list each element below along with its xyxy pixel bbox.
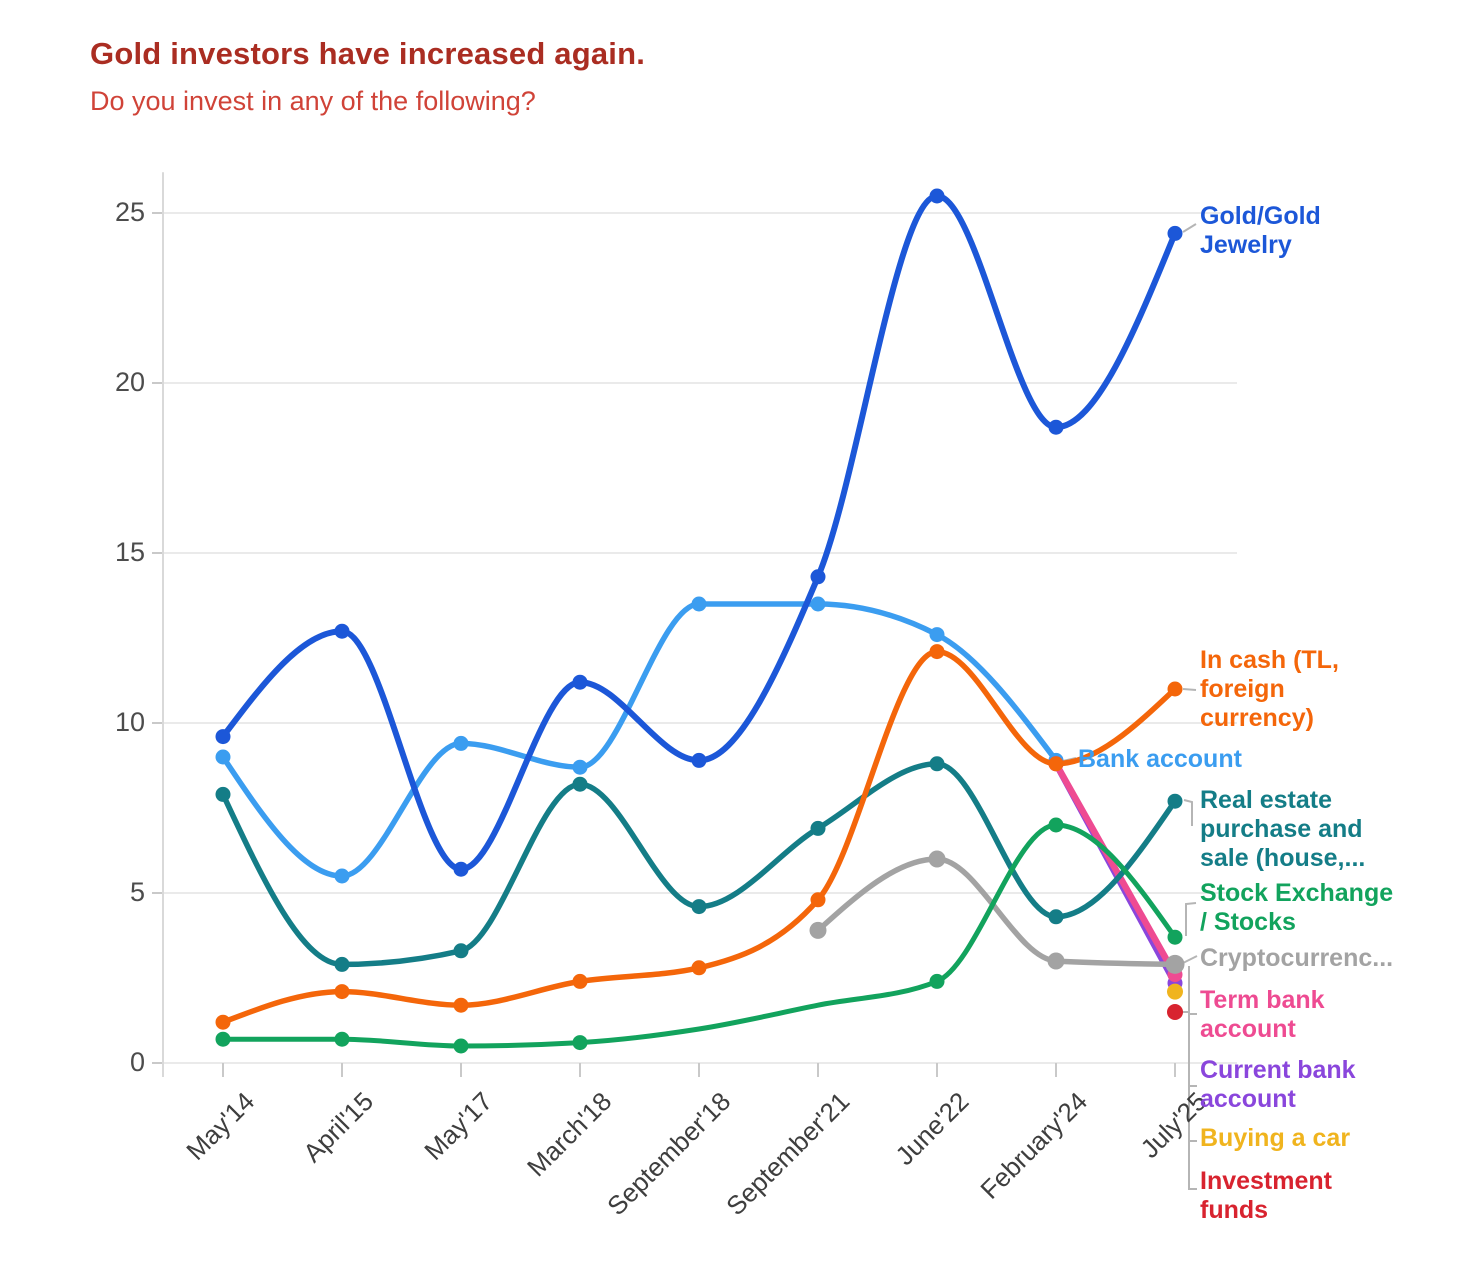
series-label-crypto: Cryptocurrenc... <box>1200 944 1394 972</box>
series-marker-cash-5 <box>810 892 826 908</box>
series-marker-cash-6 <box>929 644 945 660</box>
series-marker-gold-4 <box>691 752 707 768</box>
y-axis-label-10: 10 <box>114 707 145 737</box>
leader-line-stocks-0 <box>1185 902 1197 936</box>
series-marker-stocks-3 <box>572 1035 588 1051</box>
series-marker-car-8 <box>1167 983 1183 1000</box>
series-marker-stocks-7 <box>1048 817 1064 833</box>
leader-line-cash-0 <box>1182 688 1197 691</box>
series-label-real-estate: Real estate purchase and sale (house,... <box>1200 786 1366 872</box>
leader-line-crypto-0 <box>1182 955 1198 964</box>
series-line-term-bank <box>1052 760 1179 978</box>
series-term-bank <box>1048 756 1183 983</box>
series-marker-cash-7 <box>1048 756 1064 772</box>
y-axis-label-5: 5 <box>129 877 145 907</box>
series-marker-funds-8 <box>1167 1004 1183 1020</box>
series-cash <box>215 644 1183 1030</box>
series-label-cash: In cash (TL, foreign currency) <box>1200 646 1339 732</box>
series-marker-cash-2 <box>453 997 469 1013</box>
series-marker-gold-5 <box>810 569 826 585</box>
series-stocks <box>215 817 1183 1054</box>
series-label-gold: Gold/Gold Jewelry <box>1200 202 1321 259</box>
leader-line-real-estate-0 <box>1183 799 1193 826</box>
series-line-gold <box>220 192 1178 873</box>
series-line-bank-account <box>220 601 1059 879</box>
series-line-crypto <box>815 856 1178 968</box>
series-marker-bank-account-0 <box>215 749 231 765</box>
series-marker-real-estate-5 <box>810 820 826 836</box>
series-marker-cash-1 <box>334 984 350 1000</box>
series-marker-gold-7 <box>1048 419 1064 435</box>
series-marker-stocks-2 <box>453 1038 469 1054</box>
series-marker-crypto-5 <box>809 921 827 939</box>
series-bank-account <box>215 596 1064 884</box>
y-axis-label-20: 20 <box>114 367 145 397</box>
leader-line-gold-0 <box>1182 223 1197 233</box>
series-marker-real-estate-2 <box>453 943 469 959</box>
series-marker-gold-0 <box>215 729 231 745</box>
series-marker-real-estate-7 <box>1048 909 1064 925</box>
y-axis-label-25: 25 <box>114 197 145 227</box>
series-marker-bank-account-1 <box>334 868 350 884</box>
series-label-term-bank: Term bank account <box>1200 986 1325 1043</box>
series-line-stocks <box>220 822 1178 1049</box>
series-label-funds: Investment funds <box>1200 1167 1332 1224</box>
series-marker-gold-6 <box>929 188 945 204</box>
series-marker-cash-8 <box>1167 681 1183 697</box>
series-marker-cash-0 <box>215 1014 231 1030</box>
series-marker-real-estate-1 <box>334 956 350 972</box>
series-car <box>1167 983 1183 1000</box>
series-line-cash <box>220 648 1178 1025</box>
series-marker-gold-1 <box>334 623 350 639</box>
series-marker-bank-account-6 <box>929 627 945 643</box>
series-label-stocks: Stock Exchange / Stocks <box>1200 879 1394 936</box>
series-marker-cash-3 <box>572 973 588 989</box>
series-gold <box>215 188 1183 877</box>
series-marker-bank-account-2 <box>453 735 469 751</box>
series-marker-gold-8 <box>1167 225 1183 241</box>
series-marker-gold-2 <box>453 861 469 877</box>
series-marker-real-estate-6 <box>929 756 945 772</box>
series-marker-cash-4 <box>691 960 707 976</box>
series-marker-bank-account-4 <box>691 596 707 612</box>
series-marker-stocks-0 <box>215 1031 231 1047</box>
chart-title: Gold investors have increased again. <box>90 36 646 71</box>
series-marker-crypto-8 <box>1165 954 1185 974</box>
series-marker-stocks-1 <box>334 1031 350 1047</box>
series-real-estate <box>215 756 1183 972</box>
y-axis-label-15: 15 <box>114 537 145 567</box>
series-marker-stocks-6 <box>929 973 945 989</box>
series-marker-stocks-8 <box>1167 929 1183 945</box>
chart-subtitle: Do you invest in any of the following? <box>90 86 536 116</box>
series-marker-real-estate-3 <box>572 776 588 792</box>
series-label-bank-account: Bank account <box>1078 745 1242 773</box>
series-marker-real-estate-0 <box>215 786 231 802</box>
series-marker-crypto-7 <box>1047 952 1065 970</box>
series-label-car: Buying a car <box>1200 1124 1351 1152</box>
leader-line-funds-0 <box>1188 966 1197 1190</box>
series-marker-gold-3 <box>572 674 588 690</box>
series-crypto <box>809 850 1185 974</box>
series-marker-real-estate-4 <box>691 899 707 915</box>
series-marker-real-estate-8 <box>1167 793 1183 809</box>
series-label-current-bank: Current bank account <box>1200 1056 1356 1113</box>
series-marker-crypto-6 <box>928 850 946 868</box>
y-axis-label-0: 0 <box>129 1047 145 1077</box>
series-funds <box>1167 1004 1183 1020</box>
series-marker-bank-account-5 <box>810 596 826 612</box>
series-marker-bank-account-3 <box>572 759 588 775</box>
